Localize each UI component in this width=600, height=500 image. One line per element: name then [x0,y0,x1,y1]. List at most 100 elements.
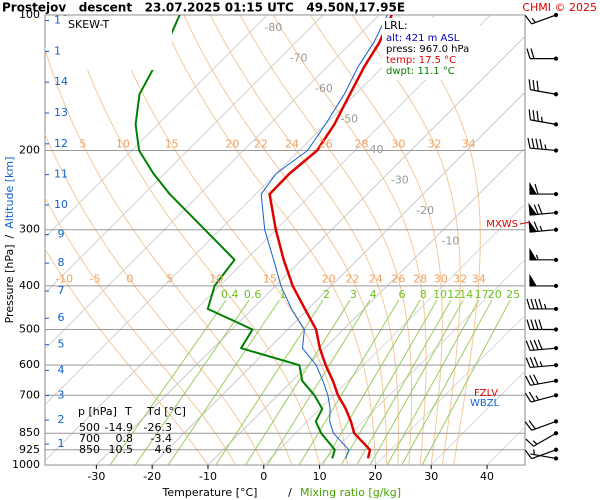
barb-full [533,221,539,232]
barb-full [527,137,531,149]
y-tick-label: 700 [19,388,40,401]
barb-station [553,12,559,18]
moist-adiabat [45,133,265,465]
wind-barb [524,12,559,25]
profiles [134,15,393,459]
mixing-ratio-label: 8 [420,288,427,301]
barb-station [553,456,559,461]
mixing-ratio-label: 1 [279,288,286,301]
barb-flag [528,219,538,233]
mixing-ratio-line [369,299,464,465]
moist-adiabat-label: 28 [413,272,427,285]
isotherm [45,15,380,350]
isotherm-label: -20 [416,204,434,217]
barb-station [553,257,559,262]
mixing-ratio-label: 20 [488,288,502,301]
barb-flag [529,181,538,195]
barb-full [525,438,534,447]
barb-half [543,303,547,310]
barb-full [530,48,535,59]
mixing-ratio-line [356,299,452,465]
wind-barb [526,319,559,332]
wind-barb [525,339,559,352]
barb-station [553,227,559,232]
barb-full [539,138,543,150]
y-axis-label: Pressure [hPa] / Altitude [km] [3,157,16,324]
barb-station [553,431,559,436]
barb-half [544,144,547,150]
mixing-ratio-label: 14 [459,288,473,301]
isotherm [375,314,525,465]
table-header: T [124,405,132,418]
table-cell: 10.5 [109,443,134,456]
moist-adiabat-label: 32 [453,272,467,285]
y-tick-label: 400 [19,279,40,292]
y-tick-label: 925 [19,443,40,456]
barb-full [531,138,535,149]
x-tick-label: -20 [143,470,161,483]
barb-full [534,298,539,310]
altitude-tick-label: 13 [54,106,68,119]
moist-adiabat-label: 10 [209,272,223,285]
altitude-tick-label: 1 [58,437,65,450]
x-axis-separator: / [288,486,292,499]
isotherm [319,258,525,465]
profile-line [134,15,336,459]
barb-station [553,283,559,289]
moist-adiabat-label: 5 [166,272,173,285]
table-cell: 850 [79,443,100,456]
moist-adiabat [240,15,413,465]
y-axis-separator: / [3,234,16,238]
moist-adiabat [352,15,461,465]
barb-full [534,183,539,195]
x-tick-label: 40 [480,470,494,483]
barb-station [553,447,559,452]
altitude-tick-label: 4 [58,363,65,376]
moist-adiabat [398,15,481,465]
altitude-tick-label: 9 [58,227,65,240]
barb-full [533,374,539,385]
barb-station [553,210,559,215]
y-tick-label: 300 [19,223,40,236]
isotherm-label: -80 [264,21,282,34]
barb-half [532,440,538,445]
barb-full [526,48,531,59]
barb-full [536,80,539,92]
barb-half [539,225,543,232]
moist-adiabat-label: 26 [391,272,405,285]
fzlv-label: FZLV [474,388,498,399]
x-tick-label: -10 [199,470,217,483]
mixing-ratio-label: 0.4 [221,288,239,301]
wind-barb [524,447,559,460]
barb-flag [529,247,538,261]
altitude-tick-label: 12 [54,137,68,150]
barb-full [529,340,535,351]
barb-full [530,319,535,330]
isotherm-label: -70 [290,52,308,65]
moist-adiabat-label: 22 [345,272,359,285]
altitude-tick-label: 3 [58,389,65,402]
moist-adiabat-label: -5 [90,272,101,285]
wind-barb [525,374,559,386]
moist-adiabat [310,15,443,465]
moist-adiabat-label: 15 [263,272,277,285]
barb-station [553,148,559,153]
barb-flag [528,202,538,216]
mixing-ratio-line [134,299,250,465]
barb-full [535,138,539,150]
barb-staff [530,347,557,352]
y-tick-label: 100 [19,8,40,21]
table-cell: 0.8 [116,432,134,445]
labels: -30 -20 -10 0 10 20 30 40-80-70-60-50-40-30-20-… [12,8,559,483]
barb-full [528,109,531,120]
barb-station [553,393,559,398]
wind-barb [529,273,559,289]
isotherm [45,15,268,238]
barb-full [525,357,531,368]
barb-staff [530,147,557,152]
moist-adiabat-label: 10 [116,138,130,151]
wind-barb [525,431,559,447]
moist-adiabat-label: 5 [79,138,86,151]
legend-box [60,16,172,70]
y-tick-label: 200 [19,143,40,156]
